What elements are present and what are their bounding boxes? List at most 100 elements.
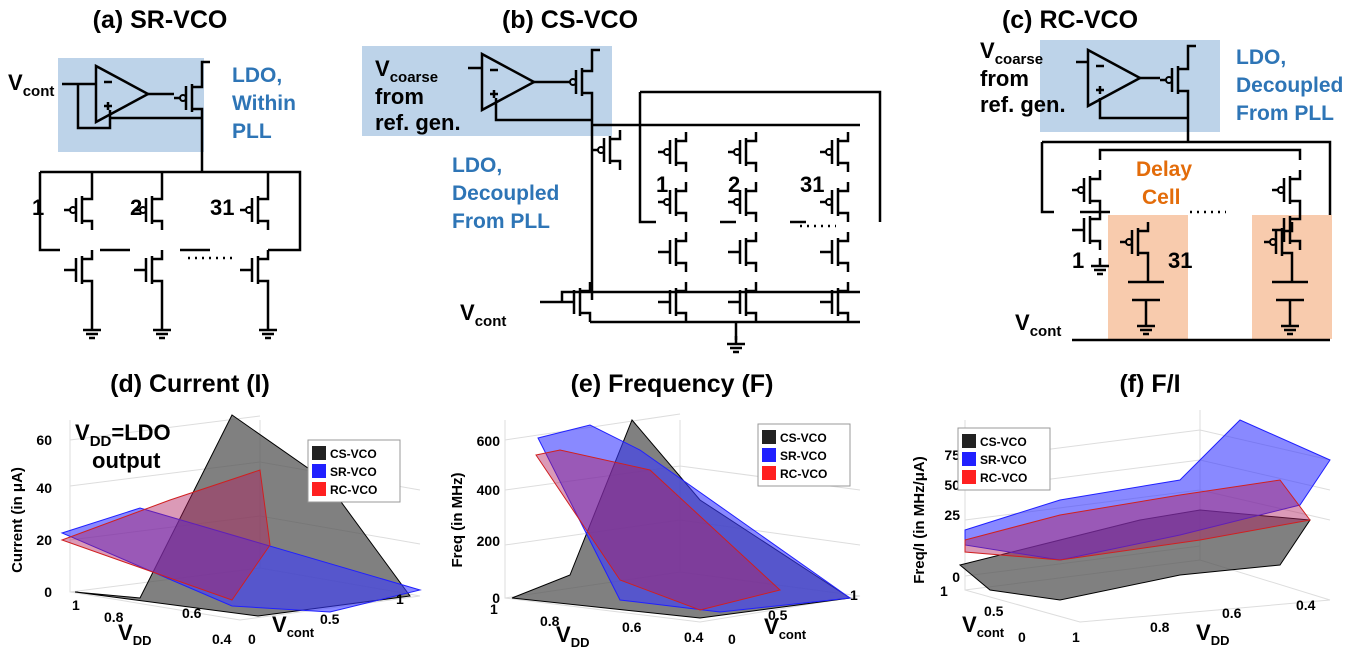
pmos [62,188,94,232]
plot-title: (d) Current (I) [110,370,270,398]
wire [1076,44,1196,142]
z-tick: 25 [944,507,960,523]
surface-sr [537,424,852,613]
wire [90,172,270,322]
vcont-label: Vcont [272,612,315,640]
text-part: cont [1030,323,1062,340]
z-label: Freq (in MHz) [449,473,466,568]
z-tick: 600 [477,433,501,449]
pmos [656,130,688,174]
vdd-label: VDD [556,622,589,650]
text-part: V [1015,310,1030,335]
nmos [818,230,850,274]
nmos [818,280,850,324]
ground [257,320,279,340]
legend-swatch [762,466,776,480]
vdd-label: VDD [1196,620,1229,648]
vdd-tick: 1 [490,601,498,617]
ldo-label: From PLL [1236,102,1334,125]
vcont-label: Vcont [764,614,807,642]
text-part: coarse [995,51,1043,68]
control-label: Vcont [460,300,506,330]
vcont-tick: 1 [850,587,858,603]
annotation: VDD=LDO [75,420,171,450]
source-label: from [980,66,1029,91]
ldo-label: From PLL [452,210,550,233]
ldo-label: Decoupled [452,182,559,205]
pmos [726,130,758,174]
panel-title: (b) CS-VCO [502,6,638,34]
vcont-tick: 0.5 [768,607,788,623]
legend-label: SR-VCO [780,449,827,463]
z-tick: 50 [944,477,960,493]
legend-swatch [312,446,326,460]
ground [1089,256,1111,276]
ring-wire [38,170,302,252]
ground [151,320,173,340]
nmos [726,280,758,324]
vdd-tick: 0.8 [1150,619,1170,635]
surface-rc [535,449,782,611]
legend-swatch [762,430,776,444]
panel-title: (c) RC-VCO [1002,6,1138,34]
stage-label: 31 [1168,248,1192,273]
text-part: cont [475,313,507,330]
nmos [62,248,94,292]
text-part: V [556,622,571,647]
surface-sr [60,507,422,613]
vcont-tick: 0.5 [320,611,340,627]
text-part: V [1196,620,1211,645]
legend-swatch [962,470,976,484]
text-part: DD [90,433,112,450]
input-label: Vcoarse [375,56,438,86]
text-part: V [8,70,23,95]
legend-label: RC-VCO [780,467,827,481]
plot-title: (e) Frequency (F) [571,370,774,398]
ldo-label: LDO, [1236,46,1286,69]
stage-label: 2 [130,195,142,220]
legend-label: RC-VCO [330,483,377,497]
legend-swatch [962,452,976,466]
text-part: coarse [390,69,438,86]
vcont-tick: 0.5 [984,603,1004,619]
legend-swatch [312,482,326,496]
ground [725,334,747,354]
text-part: V [962,612,977,637]
cell-label: Cell [1142,186,1181,209]
vdd-label: VDD [118,620,151,648]
text-part: V [980,38,995,63]
ldo-box [1040,40,1220,132]
legend-label: CS-VCO [980,435,1027,449]
legend-label: CS-VCO [780,431,827,445]
z-tick: 75 [944,447,960,463]
text-part: V [764,614,779,639]
source-label: ref. gen. [375,110,461,135]
wire [540,290,860,340]
legend-label: RC-VCO [980,471,1027,485]
vdd-tick: 0.8 [540,613,560,629]
ground [81,320,103,340]
wire [62,60,210,172]
panel-title: (a) SR-VCO [93,6,228,34]
ring-wire [1040,140,1332,215]
annotation: output [92,448,161,473]
ldo-label: Within [232,92,296,115]
nmos [656,280,688,324]
nmos [726,230,758,274]
vcont-tick: 0 [248,631,256,647]
z-tick: 0 [952,569,960,585]
stage-label: 31 [210,195,234,220]
z-label: Freq/I (in MHz/μA) [911,456,928,584]
stage-label: 1 [656,172,668,197]
nmos [238,248,270,292]
text-part: cont [23,83,55,100]
surface-rc [60,469,271,601]
text-part: V [272,612,287,637]
wire [468,48,600,140]
text-part: DD [1211,633,1230,648]
text-part: cont [977,625,1005,640]
legend-swatch [762,448,776,462]
nmos [560,280,592,324]
source-label: ref. gen. [980,92,1066,117]
